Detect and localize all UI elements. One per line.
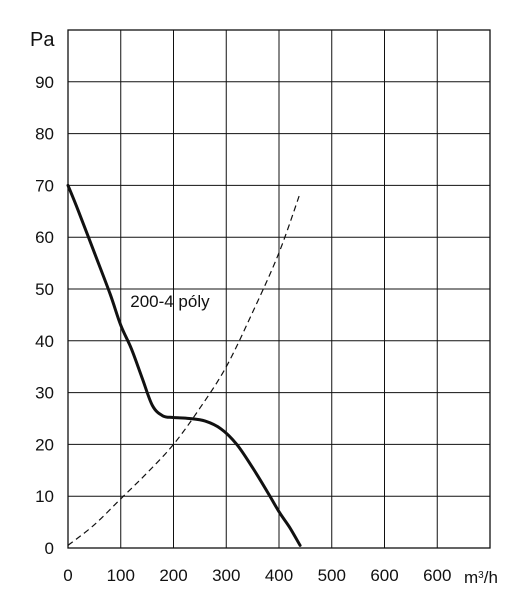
y-tick-label: 80 xyxy=(35,125,54,144)
x-tick-label: 0 xyxy=(63,566,72,585)
series-group xyxy=(66,183,302,547)
y-tick-label: 90 xyxy=(35,73,54,92)
x-tick-label: 400 xyxy=(265,566,293,585)
x-axis-unit-label: m3/h xyxy=(464,568,498,587)
y-tick-label: 70 xyxy=(35,176,54,195)
y-tick-labels: 0 10 20 30 40 50 60 70 80 90 xyxy=(35,73,54,558)
y-tick-label: 40 xyxy=(35,332,54,351)
x-tick-label: 300 xyxy=(212,566,240,585)
grid xyxy=(68,30,490,548)
y-tick-label: 50 xyxy=(35,280,54,299)
y-tick-label: 30 xyxy=(35,384,54,403)
y-tick-label: 20 xyxy=(35,435,54,454)
fan-curve-solid xyxy=(66,183,302,547)
y-axis-label: Pa xyxy=(30,29,55,51)
x-tick-label: 100 xyxy=(107,566,135,585)
x-tick-labels: 0 100 200 300 400 500 600 600 xyxy=(63,566,451,585)
x-unit-tail: /h xyxy=(484,568,498,587)
x-unit-base: m xyxy=(464,568,478,587)
y-tick-label: 60 xyxy=(35,228,54,247)
y-tick-label: 0 xyxy=(45,539,54,558)
curve-annotation: 200-4 póly xyxy=(130,292,210,311)
plot-frame xyxy=(67,29,491,549)
y-tick-label: 10 xyxy=(35,487,54,506)
x-tick-label: 600 xyxy=(423,566,451,585)
x-tick-label: 600 xyxy=(370,566,398,585)
x-unit-superscript: 3 xyxy=(478,570,484,581)
x-tick-label: 200 xyxy=(159,566,187,585)
x-tick-label: 500 xyxy=(318,566,346,585)
system-curve-dashed xyxy=(67,193,301,546)
